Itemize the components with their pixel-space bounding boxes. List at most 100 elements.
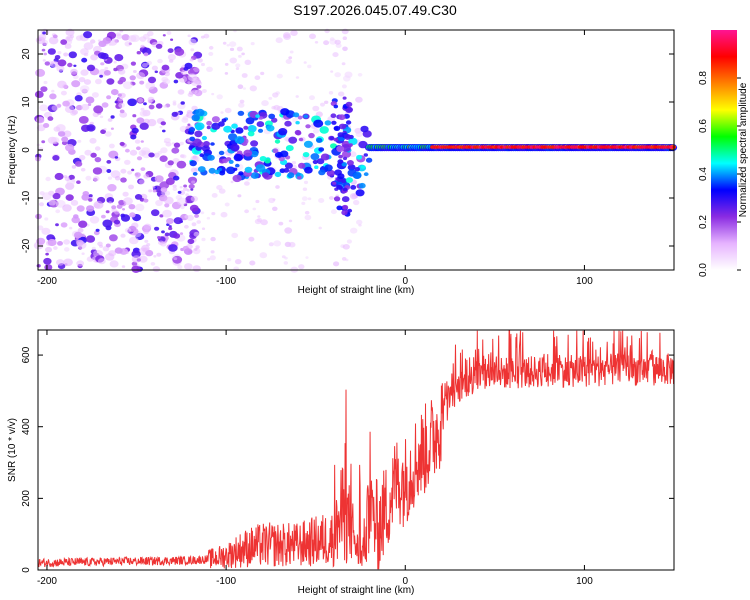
spectrogram-cell bbox=[183, 184, 188, 188]
spectrogram-cell bbox=[136, 156, 143, 161]
spectrogram-cell bbox=[201, 237, 206, 242]
spectrogram-cell bbox=[314, 41, 319, 44]
spectrogram-cell bbox=[338, 123, 347, 130]
spectrogram-cell bbox=[190, 48, 195, 52]
spectrogram-cell bbox=[159, 155, 168, 162]
spectrogram-cell bbox=[189, 204, 199, 212]
spectrogram-cell bbox=[119, 76, 126, 83]
spectrogram-cell bbox=[318, 169, 326, 176]
spectrogram-cell bbox=[244, 209, 250, 214]
spectrogram-cell bbox=[275, 37, 283, 44]
spectrogram-cell bbox=[136, 146, 141, 151]
spectrogram-cell bbox=[241, 52, 245, 56]
spectrogram-cell bbox=[341, 196, 350, 203]
spectrogram-cell bbox=[274, 151, 283, 158]
snr-y-ticks: 0 200 400 600 bbox=[21, 346, 674, 573]
spectrogram-cell bbox=[125, 250, 129, 254]
spectrogram-cell bbox=[160, 187, 168, 193]
spectrogram-cell bbox=[247, 125, 257, 133]
spectrogram-cell bbox=[216, 185, 223, 190]
spectrogram-cell bbox=[127, 98, 137, 107]
spectrogram-cell bbox=[171, 147, 180, 154]
spectrogram-cell bbox=[330, 70, 334, 73]
spectrogram-cell bbox=[68, 51, 78, 59]
spectrogram-cell bbox=[363, 172, 369, 177]
spectrogram-cell bbox=[288, 136, 298, 144]
spectrogram-cell bbox=[295, 121, 300, 125]
spectrogram-cell bbox=[36, 116, 45, 124]
spectrogram-cell bbox=[128, 42, 132, 45]
spectrogram-cell bbox=[117, 93, 122, 97]
spectrogram-cell bbox=[272, 206, 278, 211]
spectrogram-cell bbox=[318, 147, 325, 152]
colorbar-tick-label: 0.2 bbox=[698, 215, 709, 229]
spectrogram-cell bbox=[181, 69, 188, 76]
spectrogram-cell bbox=[142, 33, 150, 40]
spectrogram-cell bbox=[293, 112, 300, 118]
spectrogram-cell bbox=[332, 52, 339, 58]
spectrogram-cell bbox=[155, 43, 163, 49]
x-tick-label: -100 bbox=[216, 576, 236, 587]
spectrogram-cell bbox=[155, 103, 163, 109]
spectrogram-cell bbox=[257, 128, 264, 133]
spectrogram-cell bbox=[337, 173, 345, 180]
spectrogram-cell bbox=[111, 89, 119, 96]
spectrogram-cell bbox=[356, 219, 363, 225]
spectrogram-cell bbox=[312, 159, 318, 165]
spectrogram-cell bbox=[120, 233, 126, 238]
spectrogram-cell bbox=[360, 165, 366, 169]
x-tick-label: -200 bbox=[37, 576, 57, 587]
spectrogram-cell bbox=[313, 128, 320, 134]
spectrogram-cell bbox=[232, 174, 242, 183]
spectrogram-cell bbox=[288, 56, 293, 60]
spectrogram-cell bbox=[276, 73, 283, 79]
spectrogram-cell bbox=[343, 134, 352, 140]
spectrogram-cell bbox=[283, 168, 290, 173]
spectrogram-cell bbox=[214, 169, 220, 175]
spectrogram-cell bbox=[256, 217, 263, 223]
spectrogram-cell bbox=[257, 215, 261, 218]
spectrogram-cell bbox=[104, 66, 109, 70]
spectrogram-cell bbox=[73, 64, 77, 68]
spectrogram-cell bbox=[78, 220, 88, 228]
spectrogram-cell bbox=[165, 141, 172, 147]
spectrogram-cell bbox=[365, 157, 373, 163]
spectrogram-cell bbox=[184, 248, 193, 256]
spectrogram-cell bbox=[278, 221, 284, 226]
spectrogram-cell bbox=[229, 57, 238, 64]
spectrogram-cell bbox=[194, 214, 200, 218]
spectrogram-cell bbox=[132, 114, 137, 118]
spectrogram-cell bbox=[248, 236, 255, 242]
x-tick-label: 0 bbox=[402, 276, 408, 287]
spectrogram-cell bbox=[105, 243, 111, 248]
spectrogram-cell bbox=[38, 147, 44, 152]
spectrogram-cell bbox=[89, 137, 97, 144]
spectrogram-cell bbox=[114, 175, 121, 181]
spectrogram-cell bbox=[184, 214, 190, 219]
spectrogram-cell bbox=[134, 194, 143, 200]
spectrogram-cell bbox=[172, 102, 177, 106]
spectrogram-cell bbox=[284, 162, 293, 169]
spectrogram-cell bbox=[45, 176, 51, 182]
spectrogram-cell bbox=[145, 81, 156, 90]
spectrogram-cell bbox=[288, 219, 293, 223]
spectrogram-cell bbox=[220, 111, 224, 114]
spectrogram-cell bbox=[131, 265, 141, 273]
spectrogram-cell bbox=[131, 127, 139, 134]
spectrogram-cell bbox=[177, 265, 183, 270]
spectrogram-cell bbox=[250, 140, 259, 147]
spectrogram-cell bbox=[243, 149, 253, 157]
spectrogram-cell bbox=[124, 41, 132, 47]
spectrogram-cell bbox=[261, 172, 270, 178]
spectrogram-cell bbox=[71, 216, 80, 224]
spectrogram-cell bbox=[303, 140, 313, 148]
spectrogram-cell bbox=[173, 175, 180, 181]
spectrogram-cell bbox=[333, 104, 339, 109]
spectrogram-cell bbox=[163, 78, 171, 85]
spectrogram-cell bbox=[229, 47, 235, 52]
spectrogram-cell bbox=[336, 205, 343, 211]
spectrogram-cell bbox=[345, 101, 353, 107]
spectrogram-cell bbox=[63, 239, 70, 245]
spectrogram-cell bbox=[341, 62, 346, 66]
